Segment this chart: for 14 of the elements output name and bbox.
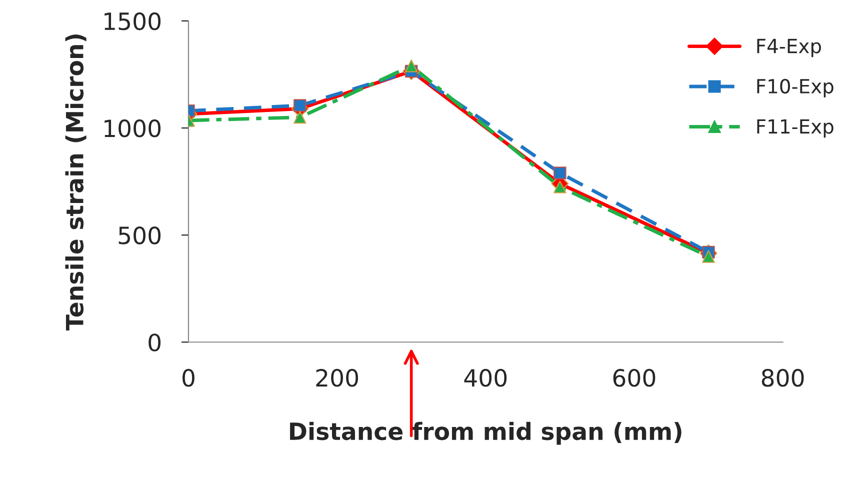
legend-label: F11-Exp [757, 119, 834, 138]
y-tick-label: 0 [148, 334, 161, 352]
x-tick-label: 800 [762, 368, 804, 387]
y-tick-label: 500 [118, 226, 161, 244]
y-tick-label: 1500 [104, 12, 161, 30]
x-tick-label: 0 [182, 368, 194, 387]
x-tick-label: 600 [613, 368, 656, 387]
y-axis-title: Tensile strain (Micron) [65, 34, 86, 330]
x-axis-title: Distance from mid span (mm) [290, 422, 682, 445]
legend-label: F10-Exp [757, 78, 834, 98]
x-tick-label: 200 [316, 368, 358, 387]
x-tick-label: 400 [464, 368, 507, 387]
legend-label: F4-Exp [757, 38, 821, 58]
y-tick-label: 1000 [104, 119, 161, 138]
